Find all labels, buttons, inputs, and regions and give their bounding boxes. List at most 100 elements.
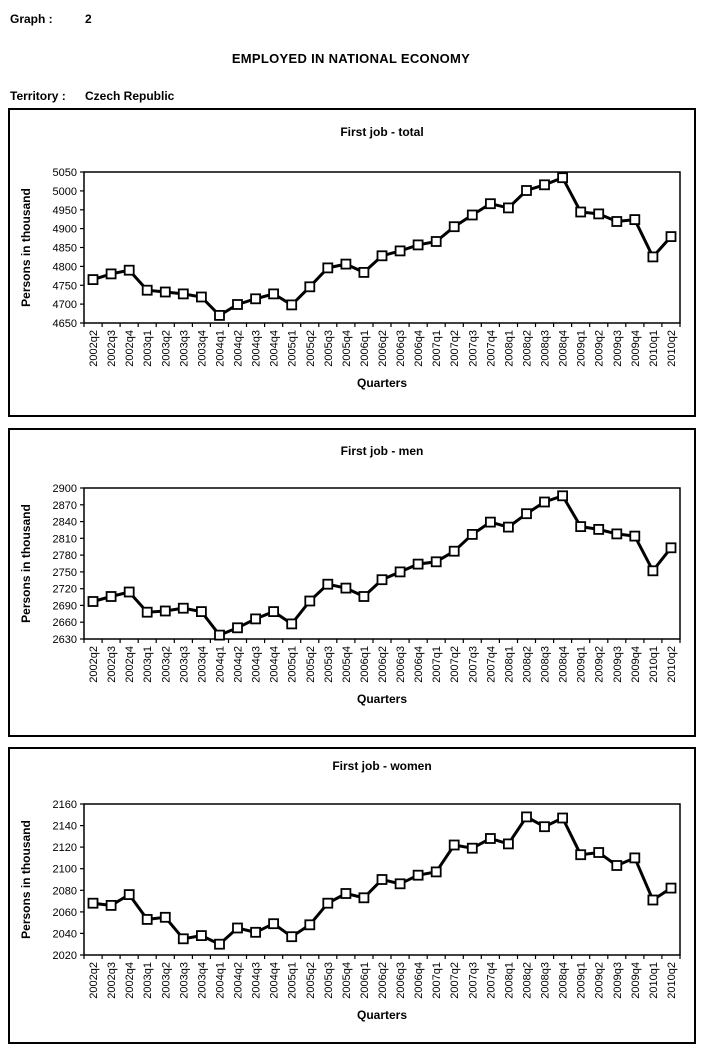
data-point-marker — [177, 602, 189, 614]
data-point-marker — [412, 239, 424, 251]
y-tick-label: 4750 — [53, 280, 77, 292]
x-tick-label: 2007q2 — [449, 962, 461, 999]
y-tick-label: 2840 — [53, 517, 77, 529]
y-tick-label: 2140 — [53, 821, 77, 833]
x-tick-label: 2002q4 — [124, 962, 136, 999]
x-tick-label: 2002q2 — [88, 962, 100, 999]
data-point-marker — [665, 542, 677, 554]
x-tick-label: 2009q2 — [594, 330, 606, 367]
data-point-marker — [593, 208, 605, 220]
data-point-marker — [502, 202, 514, 214]
x-tick-label: 2010q1 — [648, 962, 660, 999]
data-point-marker — [412, 558, 424, 570]
x-tick-label: 2004q2 — [233, 646, 245, 683]
x-tick-label: 2006q3 — [395, 962, 407, 999]
data-point-marker — [448, 545, 460, 557]
y-tick-label: 2900 — [53, 483, 77, 495]
data-point-marker — [322, 578, 334, 590]
x-tick-label: 2006q2 — [377, 962, 389, 999]
x-tick-label: 2003q3 — [178, 962, 190, 999]
data-point-marker — [575, 849, 587, 861]
data-point-marker — [87, 274, 99, 286]
data-point-marker — [593, 847, 605, 858]
data-point-marker — [358, 591, 370, 602]
x-tick-label: 2007q4 — [485, 962, 497, 999]
data-point-marker — [286, 931, 298, 943]
data-point-marker — [159, 286, 171, 298]
data-point-marker — [123, 586, 135, 598]
data-point-marker — [322, 897, 334, 909]
data-point-marker — [539, 179, 550, 191]
page-title: EMPLOYED IN NATIONAL ECONOMY — [231, 51, 471, 66]
data-point-marker — [394, 878, 406, 890]
x-tick-label: 2003q2 — [160, 330, 172, 367]
x-tick-label: 2003q3 — [178, 646, 190, 683]
x-tick-label: 2004q4 — [269, 646, 281, 683]
x-tick-label: 2003q1 — [142, 330, 154, 367]
x-tick-label: 2003q4 — [196, 330, 208, 367]
x-tick-label: 2008q3 — [540, 646, 552, 683]
x-tick-label: 2003q2 — [160, 962, 172, 999]
plot-area — [83, 171, 681, 324]
data-point-marker — [376, 250, 388, 262]
data-point-marker — [521, 811, 532, 823]
data-point-marker — [539, 496, 550, 508]
data-point-marker — [448, 839, 460, 851]
data-point-marker — [557, 172, 568, 184]
data-point-marker — [484, 198, 496, 210]
data-point-marker — [647, 251, 659, 263]
x-tick-label: 2007q2 — [449, 646, 461, 683]
x-tick-label: 2005q3 — [323, 646, 335, 683]
x-tick-label: 2003q1 — [142, 646, 154, 683]
x-tick-label: 2007q1 — [431, 330, 443, 367]
data-point-marker — [250, 926, 262, 938]
data-point-marker — [430, 556, 442, 568]
x-tick-label: 2009q3 — [612, 646, 624, 683]
x-tick-label: 2004q1 — [215, 646, 227, 683]
x-axis-title: Quarters — [357, 692, 407, 706]
x-tick-label: 2002q2 — [88, 330, 100, 367]
x-tick-label: 2010q2 — [666, 330, 678, 367]
y-axis-title: Persons in thousand — [19, 188, 33, 307]
data-point-marker — [466, 209, 478, 221]
x-axis-title: Quarters — [357, 1008, 407, 1022]
data-point-marker — [484, 516, 496, 528]
x-tick-label: 2003q2 — [160, 646, 172, 683]
data-point-marker — [123, 264, 135, 276]
chart-panel-men: First job - men Persons in thousand 2630 26… — [8, 428, 696, 737]
x-tick-label: 2002q3 — [106, 330, 118, 367]
x-tick-label: 2006q4 — [413, 962, 425, 999]
data-point-marker — [340, 258, 352, 270]
data-point-marker — [557, 490, 568, 502]
data-point-marker — [521, 185, 532, 196]
x-tick-label: 2007q4 — [485, 330, 497, 367]
x-tick-label: 2005q1 — [287, 646, 299, 683]
y-tick-label: 2060 — [53, 907, 77, 919]
x-tick-label: 2010q2 — [666, 646, 678, 683]
data-point-marker — [466, 842, 478, 854]
data-point-marker — [232, 622, 243, 634]
data-point-marker — [430, 236, 442, 247]
y-tick-label: 4800 — [53, 261, 77, 273]
x-tick-label: 2009q2 — [594, 962, 606, 999]
data-point-marker — [484, 833, 496, 844]
data-point-marker — [304, 919, 316, 931]
data-point-marker — [448, 221, 460, 233]
x-tick-label: 2007q3 — [467, 962, 479, 999]
y-tick-label: 2080 — [53, 885, 77, 897]
chart-panel-total: First job - total Persons in thousand 4650… — [8, 108, 696, 417]
x-tick-label: 2008q1 — [503, 330, 515, 367]
y-tick-label: 2870 — [53, 500, 77, 512]
x-tick-label: 2005q4 — [341, 962, 353, 999]
data-point-marker — [195, 291, 207, 303]
data-point-marker — [502, 521, 514, 533]
data-point-marker — [250, 613, 262, 625]
data-point-marker — [629, 214, 641, 225]
x-tick-label: 2005q4 — [341, 330, 353, 367]
data-point-marker — [232, 299, 243, 310]
x-axis-title: Quarters — [357, 376, 407, 390]
data-point-marker — [647, 894, 659, 906]
data-point-marker — [466, 529, 478, 540]
y-tick-label: 4650 — [53, 318, 77, 330]
data-point-marker — [376, 874, 388, 885]
